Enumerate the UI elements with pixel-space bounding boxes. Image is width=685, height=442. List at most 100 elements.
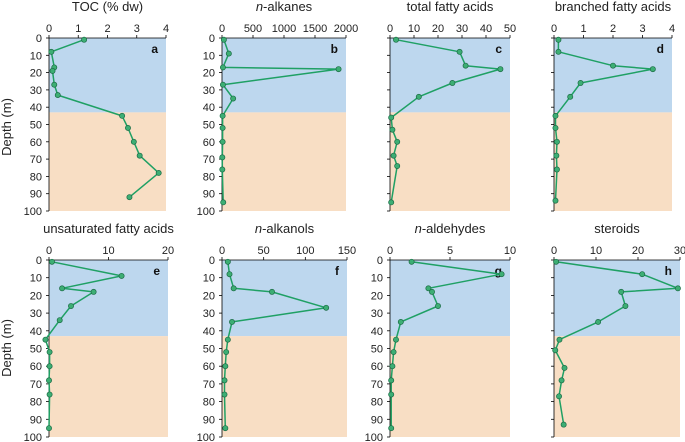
data-point: [225, 50, 232, 57]
y-tick-label: 50: [203, 120, 215, 132]
y-tick-label: 20: [371, 290, 383, 302]
x-tick-label: 1500: [303, 23, 327, 35]
data-point: [560, 421, 567, 428]
y-tick-label: 30: [371, 308, 383, 320]
y-tick-label: 60: [30, 137, 42, 149]
data-point: [393, 336, 399, 343]
lower-zone-background: [390, 112, 510, 211]
x-tick-label: 50: [258, 245, 270, 257]
panel-letter: d: [657, 42, 664, 56]
x-tick-label: 2: [104, 23, 110, 35]
panel-letter: h: [665, 264, 672, 278]
upper-zone-background: [49, 38, 166, 113]
panel-c: 0 10 20 30 40 50 total fatty acids c: [387, 0, 516, 212]
panel-letter: c: [495, 42, 502, 56]
data-point: [230, 95, 237, 102]
data-point: [51, 81, 58, 88]
data-point: [46, 349, 53, 355]
x-tick-label: 0: [46, 23, 52, 35]
upper-zone-background: [49, 260, 168, 337]
y-tick-label: 70: [30, 379, 42, 391]
y-tick-label: 30: [203, 85, 215, 97]
data-point: [130, 138, 137, 145]
panel-title: n-alkanes: [256, 0, 313, 14]
lower-zone-background: [554, 336, 680, 437]
panel-e: 0 10 20 0 10 20 30 40 50 60 70 80 90 100 unsaturated f…: [24, 221, 175, 442]
lower-zone-background: [222, 336, 347, 437]
data-point: [415, 93, 422, 100]
x-tick-label: 4: [163, 23, 169, 35]
data-point: [323, 304, 330, 311]
x-tick-label: 150: [338, 245, 356, 257]
panel-title: n-alkanols: [255, 221, 315, 236]
data-point: [397, 319, 404, 325]
x-tick-label: 0: [219, 23, 225, 35]
data-point: [229, 319, 235, 325]
panel-title-text: TOC (% dw): [72, 0, 143, 14]
y-tick-label: 0: [36, 255, 42, 267]
upper-zone-background: [554, 38, 672, 113]
y-tick-label: 50: [371, 344, 383, 356]
panel-title-text: unsaturated fatty acids: [43, 221, 174, 236]
y-tick-label: 20: [30, 68, 42, 80]
y-tick-label: 100: [24, 432, 42, 442]
x-tick-label: 10: [590, 245, 602, 257]
y-tick-label: 0: [36, 33, 42, 45]
x-tick-label: 30: [674, 245, 685, 257]
data-point: [220, 36, 227, 43]
data-point: [389, 363, 396, 370]
panel-title: branched fatty acids: [555, 0, 672, 14]
upper-zone-background: [222, 38, 346, 113]
data-point: [224, 336, 231, 343]
data-point: [81, 36, 88, 43]
data-point: [556, 336, 563, 343]
panel-title-italic-prefix: n: [415, 221, 422, 236]
data-point: [567, 93, 574, 100]
panel-letter: f: [335, 264, 340, 278]
x-tick-label: 0: [551, 23, 557, 35]
y-axis-title-bottom-row: Depth (m): [0, 319, 14, 377]
y-tick-label: 40: [371, 326, 383, 338]
lower-zone-background: [554, 112, 672, 211]
data-point: [449, 80, 456, 86]
y-tick-label: 100: [197, 432, 215, 442]
data-point: [46, 363, 53, 370]
data-point: [221, 391, 228, 398]
data-point: [222, 363, 229, 370]
y-tick-label: 20: [30, 290, 42, 302]
y-tick-label: 60: [203, 137, 215, 149]
panel-letter: a: [151, 42, 158, 56]
y-tick-label: 80: [30, 171, 42, 183]
panel-d: 0 1 2 3 4 branched fatty acids d: [551, 0, 675, 212]
y-tick-label: 30: [30, 85, 42, 97]
panel-title-text: total fatty acids: [407, 0, 494, 14]
data-point: [388, 114, 395, 121]
x-tick-label: 0: [219, 245, 225, 257]
data-point: [497, 66, 504, 73]
x-tick-label: 40: [480, 23, 492, 35]
data-point: [68, 303, 74, 309]
y-tick-label: 100: [24, 206, 42, 218]
x-tick-label: 4: [669, 23, 675, 35]
y-tick-label: 90: [30, 189, 42, 201]
panel-h: 0 10 20 30 steroids h: [551, 221, 685, 438]
y-tick-label: 0: [209, 255, 215, 267]
x-tick-label: 0: [46, 245, 52, 257]
y-tick-label: 90: [203, 189, 215, 201]
data-point: [429, 288, 435, 295]
data-point: [125, 125, 131, 131]
data-point: [136, 152, 143, 159]
upper-zone-background: [222, 260, 347, 337]
y-tick-label: 10: [30, 273, 42, 285]
panel-title-italic-prefix: n: [255, 221, 262, 236]
y-tick-label: 90: [371, 414, 383, 426]
data-point: [155, 169, 162, 176]
panel-title: TOC (% dw): [72, 0, 143, 14]
y-tick-label: 10: [203, 50, 215, 62]
data-point: [595, 319, 602, 325]
y-tick-label: 70: [30, 154, 42, 166]
y-tick-label: 80: [30, 397, 42, 409]
data-point: [221, 377, 228, 384]
panel-title-text: -aldehydes: [422, 221, 486, 236]
